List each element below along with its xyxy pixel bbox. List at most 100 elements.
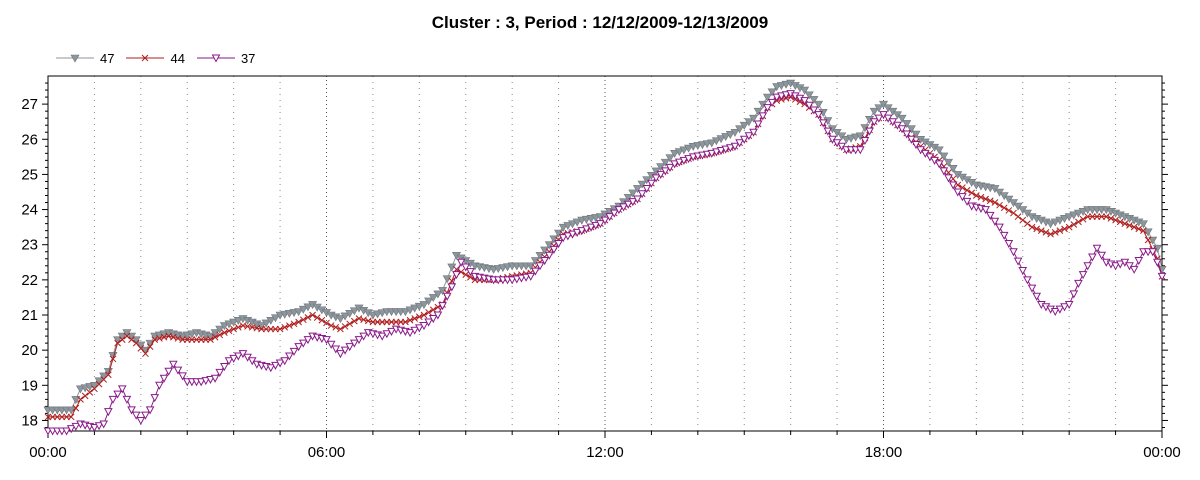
data-point: [303, 336, 313, 345]
data-point: [1078, 208, 1088, 216]
x-tick-label: 00:00: [29, 444, 67, 461]
data-point: [1140, 227, 1147, 235]
data-point: [526, 272, 536, 281]
data-point: [414, 324, 424, 333]
data-point: [735, 139, 744, 148]
data-point: [809, 106, 819, 115]
data-point: [1121, 220, 1129, 227]
x-tick-label: 06:00: [308, 444, 346, 461]
legend-item-44: 44: [126, 51, 185, 66]
data-point: [963, 186, 971, 194]
data-point: [221, 329, 228, 336]
data-point: [433, 311, 443, 320]
data-point: [563, 222, 573, 230]
data-point: [990, 217, 1000, 226]
data-point: [762, 93, 772, 102]
data-point: [298, 339, 308, 348]
data-point: [656, 170, 666, 179]
data-point: [233, 352, 243, 361]
data-point: [874, 114, 884, 123]
data-point: [1102, 213, 1110, 220]
data-point: [953, 188, 963, 197]
data-point: [962, 197, 972, 206]
data-point: [210, 374, 220, 383]
data-point: [103, 367, 113, 376]
data-point: [234, 323, 242, 331]
data-point: [229, 318, 239, 327]
data-point: [600, 216, 610, 225]
data-point: [406, 316, 414, 324]
data-point: [123, 332, 131, 340]
data-point: [335, 315, 345, 324]
data-point: [1097, 251, 1106, 260]
data-point: [1046, 220, 1056, 229]
data-point: [586, 223, 596, 232]
data-point: [72, 404, 80, 412]
data-point: [609, 209, 619, 218]
series-44: [44, 93, 1166, 421]
data-point: [415, 313, 423, 321]
data-point: [911, 141, 921, 150]
data-point: [298, 305, 308, 314]
data-point: [309, 311, 316, 319]
data-point: [448, 277, 456, 285]
data-point: [642, 184, 652, 194]
data-point: [679, 146, 689, 155]
data-point: [127, 406, 136, 415]
data-point: [290, 320, 298, 328]
data-point: [1060, 215, 1070, 223]
data-point: [735, 125, 745, 134]
data-point: [201, 377, 211, 386]
data-point: [977, 193, 985, 201]
data-point: [425, 309, 432, 316]
legend-marker: [211, 54, 221, 63]
data-point: [410, 326, 420, 335]
data-point: [702, 150, 712, 159]
data-point: [906, 125, 916, 134]
data-point: [777, 92, 786, 101]
data-point: [1000, 204, 1008, 212]
data-point: [294, 308, 304, 317]
data-point: [94, 377, 104, 386]
data-point: [382, 330, 392, 339]
y-tick-label: 20: [21, 342, 38, 359]
data-point: [411, 315, 419, 322]
data-point: [178, 372, 187, 381]
data-point: [855, 146, 865, 155]
data-point: [637, 180, 647, 189]
data-point: [122, 395, 132, 404]
data-point: [763, 104, 772, 113]
data-point: [619, 203, 628, 212]
data-point: [313, 314, 321, 321]
data-point: [230, 325, 238, 333]
data-point: [674, 148, 684, 157]
data-point: [216, 331, 224, 339]
data-point: [224, 357, 234, 366]
data-point: [767, 88, 777, 97]
data-point: [549, 245, 559, 254]
data-point: [623, 200, 633, 209]
data-point: [424, 297, 434, 306]
data-point: [117, 332, 127, 341]
legend-marker-icon: [196, 54, 235, 63]
data-point: [332, 323, 340, 331]
data-point: [1051, 229, 1059, 236]
data-point: [721, 145, 731, 154]
data-point: [707, 149, 717, 158]
data-point: [276, 325, 284, 333]
data-point: [336, 350, 345, 359]
data-point: [637, 190, 647, 199]
data-point: [295, 318, 303, 326]
legend-marker-icon: [56, 54, 94, 63]
data-point: [1134, 257, 1144, 266]
data-point: [716, 135, 726, 144]
data-point: [219, 322, 229, 331]
data-point: [400, 308, 410, 317]
data-point: [326, 340, 336, 349]
data-point: [1005, 207, 1013, 214]
data-point: [725, 144, 735, 153]
data-point: [558, 223, 568, 232]
data-point: [289, 347, 299, 356]
data-point: [104, 371, 112, 379]
